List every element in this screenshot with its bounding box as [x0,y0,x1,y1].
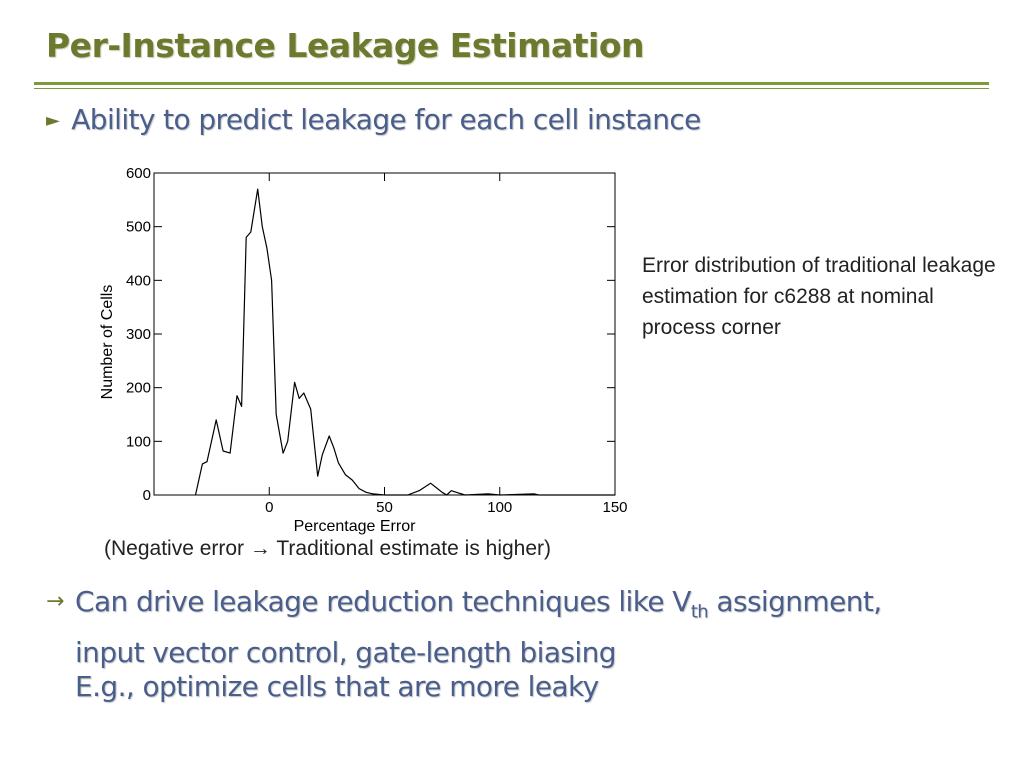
y-axis-label: Number of Cells [99,285,116,400]
note-text-after: Traditional estimate is higher) [270,537,552,560]
right-arrow-icon: → [249,537,271,560]
y-tick-label: 100 [126,433,151,450]
y-tick-label: 0 [143,487,151,504]
bullet-leakage-reduction: → Can drive leakage reduction techniques… [46,582,882,673]
error-distribution-chart: 0 100 200 300 400 500 600 0 50 100 150 Percentage E… [99,165,628,535]
x-tick-label: 150 [602,499,627,516]
x-axis-label: Percentage Error [294,518,417,535]
y-tick-label: 500 [126,219,151,236]
slide-title: Per-Instance Leakage Estimation [46,26,644,65]
negative-error-note: (Negative error → Traditional estimate i… [104,537,551,561]
title-underline-thick [34,82,989,85]
error-distribution-line [194,188,615,496]
vth-subscript: th [690,601,709,623]
bullet-leakage-reduction-line2: input vector control, gate-length biasin… [75,635,616,669]
title-underline-thin [34,88,989,89]
y-tick-label: 600 [126,165,151,182]
line1-text-end: assignment, [708,585,882,618]
bullet-predict-leakage: ► Ability to predict leakage for each cel… [46,103,701,136]
x-tick-label: 100 [487,499,512,516]
note-text-before: (Negative error [104,537,250,560]
y-tick-label: 300 [126,326,151,343]
y-tick-label: 200 [126,380,151,397]
bullet-leakage-reduction-line1: Can drive leakage reduction techniques l… [75,582,882,633]
example-text: E.g., optimize cells that are more leaky [75,670,599,703]
bullet-predict-leakage-text: Ability to predict leakage for each cell… [71,103,701,136]
triangle-bullet-icon: ► [46,110,60,131]
chart-caption: Error distribution of traditional leakag… [642,254,996,339]
right-arrow-bullet-icon: → [46,589,64,614]
y-tick-label: 400 [126,272,151,289]
x-tick-label: 0 [265,499,273,516]
x-tick-label: 50 [376,499,393,516]
plot-frame [153,172,616,496]
line1-text: Can drive leakage reduction techniques l… [75,585,691,618]
